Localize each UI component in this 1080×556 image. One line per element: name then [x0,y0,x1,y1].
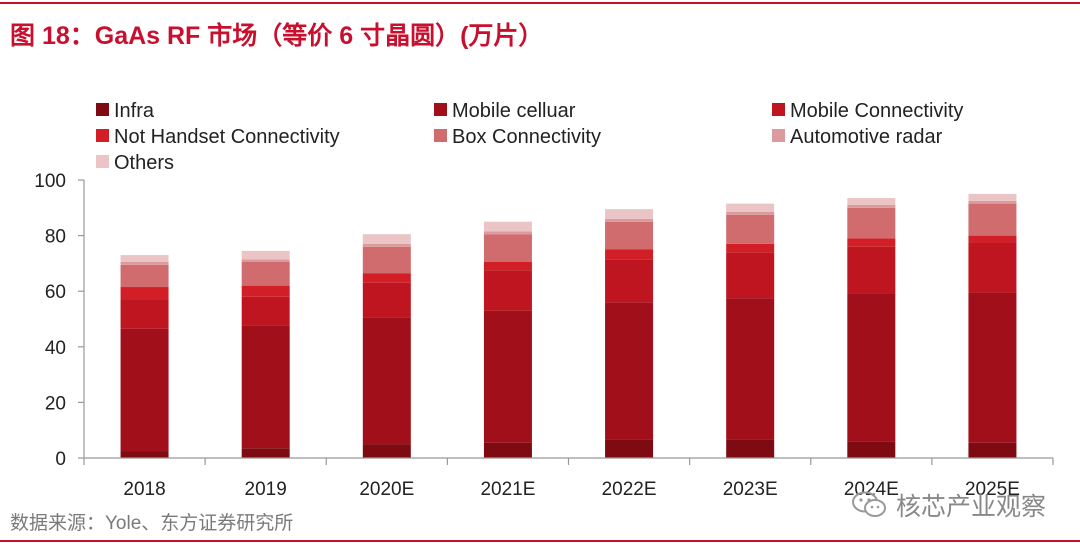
bar-segment-not-handset-connectivity-2019 [241,285,290,297]
bar-segment-infra-2018 [120,451,169,458]
y-tick-label: 0 [55,449,66,470]
y-tick-label: 100 [34,171,66,192]
bar-segment-not-handset-connectivity-2025e [968,235,1017,243]
legend: Infra Mobile celluar Mobile Connectivity No… [96,100,963,174]
bar-segment-infra-2021e [483,442,532,458]
watermark-text: 核芯产业观察 [895,493,1046,521]
bar-segment-others-2019 [241,250,290,260]
bar-segment-not-handset-connectivity-2021e [483,262,532,271]
legend-swatch-mobile-connectivity [772,103,785,116]
x-tick-label: 2025E [965,479,1020,500]
x-tick-label: 2022E [602,479,657,500]
bottom-rule [0,540,1080,542]
bar-segment-not-handset-connectivity-2023e [726,243,775,253]
bar-segment-box-connectivity-2024e [847,207,896,239]
bar-segment-mobile-celluar-2021e [483,310,532,443]
y-axis: 0 20 40 60 80 100 [34,171,85,470]
x-tick-label: 2023E [723,479,778,500]
bar-segment-others-2018 [120,255,169,263]
legend-label-mobile-connectivity: Mobile Connectivity [790,100,963,122]
bar-segment-box-connectivity-2018 [120,264,169,288]
bar-segment-not-handset-connectivity-2020e [362,273,411,283]
bar-segment-mobile-celluar-2023e [726,298,775,440]
bar-segment-box-connectivity-2020e [362,246,411,274]
bar-segment-not-handset-connectivity-2018 [120,287,169,300]
x-axis: 2018 2019 2020E 2021E 2022E 2023E 2024E 2025E [83,457,1054,500]
x-tick-label: 2020E [359,479,414,500]
bar-segment-automotive-radar-2020e [362,243,411,247]
bar-segment-mobile-celluar-2019 [241,325,290,449]
y-tick-label: 80 [45,227,66,248]
bar-segment-automotive-radar-2022e [605,218,654,222]
bar-segment-others-2023e [726,203,775,212]
stacked-bar-chart: Infra Mobile celluar Mobile Connectivity No… [34,100,1054,500]
bar-segment-infra-2019 [241,448,290,458]
legend-swatch-others [96,155,109,168]
bar-segment-box-connectivity-2025e [968,203,1017,236]
bar-segment-infra-2022e [605,439,654,458]
bar-segment-infra-2023e [726,439,775,458]
top-rule [0,2,1080,4]
bar-segment-automotive-radar-2025e [968,200,1017,204]
bar-segment-mobile-connectivity-2021e [483,270,532,311]
legend-label-others: Others [114,152,174,174]
bar-segment-box-connectivity-2023e [726,214,775,244]
legend-swatch-box-connectivity [434,129,447,142]
bar-segment-mobile-connectivity-2018 [120,299,169,329]
legend-label-infra: Infra [114,100,155,122]
bar-segment-mobile-celluar-2022e [605,302,654,440]
bar-segment-mobile-connectivity-2023e [726,252,775,299]
legend-label-automotive-radar: Automotive radar [790,126,943,148]
x-tick-label: 2021E [480,479,535,500]
bar-segment-box-connectivity-2019 [241,262,290,286]
bar-segment-others-2022e [605,209,654,219]
legend-label-not-handset-connectivity: Not Handset Connectivity [114,126,340,148]
legend-swatch-mobile-celluar [434,103,447,116]
bar-segment-others-2024e [847,198,896,206]
y-tick-label: 40 [45,338,66,359]
bar-segment-automotive-radar-2024e [847,205,896,208]
bar-segment-others-2020e [362,234,411,244]
bar-segment-mobile-connectivity-2024e [847,246,896,294]
figure-title: 图 18：GaAs RF 市场（等价 6 寸晶圆）(万片） [10,22,544,50]
watermark: 核芯产业观察 [850,487,1046,523]
bar-segment-mobile-celluar-2018 [120,328,169,452]
bar-segment-not-handset-connectivity-2024e [847,238,896,247]
legend-label-mobile-celluar: Mobile celluar [452,100,576,122]
bar-segment-automotive-radar-2018 [120,262,169,265]
bar-segment-mobile-celluar-2020e [362,317,411,445]
bar-segment-mobile-connectivity-2020e [362,282,411,318]
bar-segment-infra-2020e [362,444,411,458]
bar-segment-mobile-connectivity-2019 [241,296,290,326]
legend-swatch-not-handset-connectivity [96,129,109,142]
x-tick-label: 2019 [245,479,287,500]
legend-swatch-infra [96,103,109,116]
bar-segment-not-handset-connectivity-2022e [605,249,654,260]
bar-segment-automotive-radar-2023e [726,211,775,215]
bar-segment-others-2025e [968,193,1017,201]
bar-segment-automotive-radar-2019 [241,259,290,263]
legend-label-box-connectivity: Box Connectivity [452,126,601,148]
x-tick-label: 2018 [123,479,165,500]
wechat-icon [851,491,886,517]
bar-segment-mobile-connectivity-2025e [968,242,1017,293]
bar-segment-box-connectivity-2022e [605,221,654,250]
bar-segment-automotive-radar-2021e [483,231,532,235]
legend-swatch-automotive-radar [772,129,785,142]
bar-segment-infra-2024e [847,441,896,458]
bar-segment-mobile-celluar-2025e [968,292,1017,443]
bars [120,193,1017,458]
bar-segment-infra-2025e [968,442,1017,458]
bar-segment-box-connectivity-2021e [483,234,532,263]
y-tick-label: 60 [45,282,66,303]
bar-segment-mobile-connectivity-2022e [605,259,654,303]
bar-segment-others-2021e [483,221,532,232]
y-tick-label: 20 [45,393,66,414]
bar-segment-mobile-celluar-2024e [847,293,896,442]
source-note: 数据来源：Yole、东方证券研究所 [10,513,294,534]
